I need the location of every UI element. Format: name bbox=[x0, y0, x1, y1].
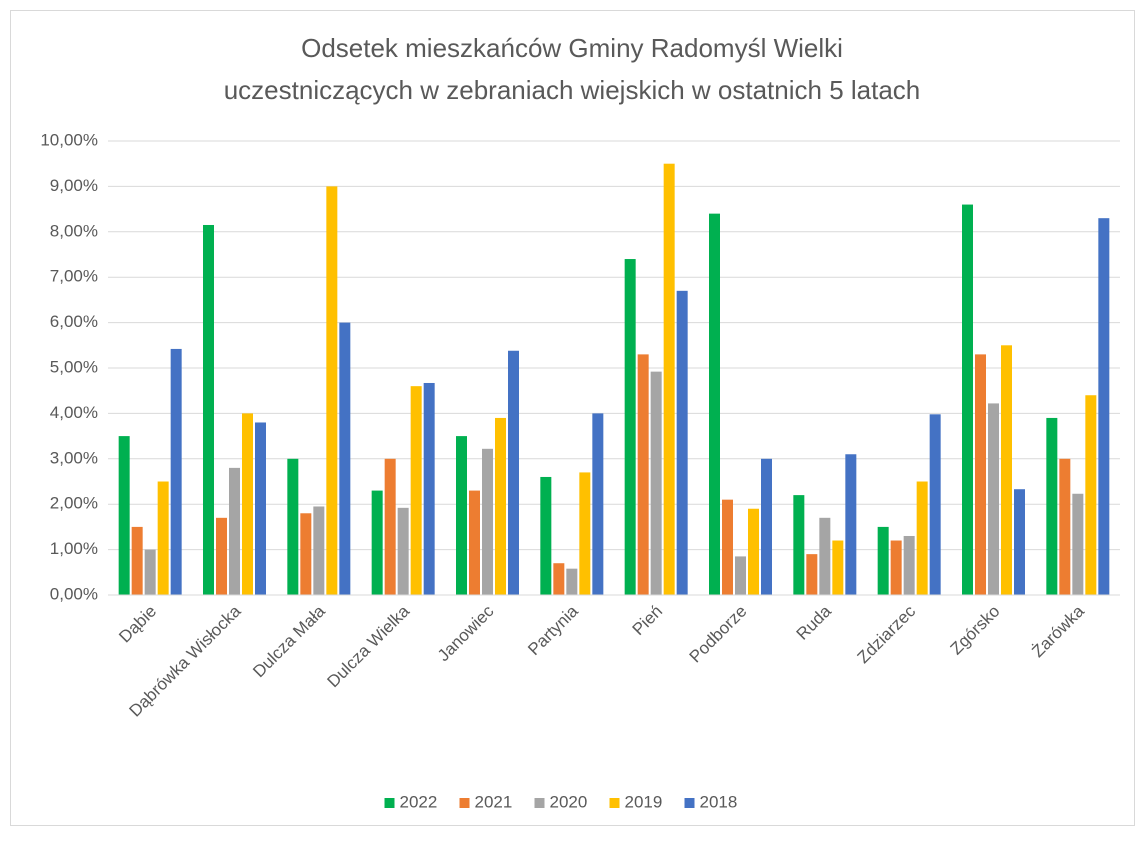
bar bbox=[144, 549, 156, 595]
bar bbox=[553, 563, 565, 595]
bar bbox=[229, 467, 240, 595]
bar bbox=[410, 386, 422, 595]
y-tick-label: 9,00% bbox=[50, 176, 98, 195]
bar bbox=[877, 526, 889, 595]
legend-swatch bbox=[534, 798, 545, 808]
y-tick-label: 3,00% bbox=[50, 448, 98, 467]
bar bbox=[1098, 218, 1110, 595]
bar bbox=[456, 436, 467, 595]
bar bbox=[118, 436, 130, 595]
bar bbox=[157, 481, 169, 595]
bar bbox=[988, 403, 999, 595]
bar bbox=[722, 499, 733, 595]
bar bbox=[508, 350, 519, 595]
y-tick-label: 7,00% bbox=[50, 267, 98, 286]
bar bbox=[890, 540, 902, 595]
bar bbox=[313, 506, 325, 595]
chart-title: Odsetek mieszkańców Gminy Radomyśl Wielk… bbox=[301, 33, 843, 63]
bar bbox=[170, 348, 182, 595]
bar bbox=[637, 354, 649, 595]
bar bbox=[819, 517, 831, 595]
bar bbox=[1072, 493, 1084, 595]
bar bbox=[131, 526, 143, 595]
bar bbox=[832, 540, 844, 595]
bar bbox=[1085, 395, 1097, 595]
bar bbox=[495, 417, 506, 595]
bar bbox=[203, 224, 214, 596]
bar bbox=[663, 163, 675, 595]
legend-swatch bbox=[384, 798, 395, 808]
y-tick-label: 4,00% bbox=[50, 403, 98, 422]
bar bbox=[929, 414, 941, 595]
chart-title: uczestniczących w zebraniach wiejskich w… bbox=[224, 75, 921, 105]
bar bbox=[300, 513, 312, 595]
bar bbox=[845, 454, 857, 595]
legend-label: 2020 bbox=[550, 792, 588, 811]
bar bbox=[676, 290, 688, 595]
bar bbox=[469, 490, 480, 595]
bar bbox=[384, 458, 396, 595]
legend-label: 2021 bbox=[475, 792, 513, 811]
bar bbox=[1014, 489, 1025, 595]
bar bbox=[540, 476, 552, 595]
bar bbox=[579, 472, 591, 595]
legend-swatch bbox=[609, 798, 620, 808]
bar bbox=[748, 508, 759, 595]
bar bbox=[1001, 345, 1012, 595]
bar bbox=[242, 413, 253, 595]
y-tick-label: 1,00% bbox=[50, 539, 98, 558]
y-tick-label: 10,00% bbox=[40, 130, 98, 149]
bar bbox=[482, 448, 493, 595]
legend-label: 2018 bbox=[700, 792, 738, 811]
bar bbox=[761, 458, 772, 595]
bar bbox=[397, 507, 409, 595]
legend-label: 2019 bbox=[625, 792, 663, 811]
bar bbox=[1059, 458, 1071, 595]
bar bbox=[592, 413, 604, 595]
legend-swatch bbox=[459, 798, 470, 808]
bar bbox=[216, 517, 227, 595]
bar bbox=[1046, 417, 1058, 595]
bar bbox=[916, 481, 928, 595]
y-tick-label: 2,00% bbox=[50, 494, 98, 513]
bar bbox=[793, 495, 805, 595]
bar bbox=[903, 535, 915, 595]
y-tick-label: 6,00% bbox=[50, 312, 98, 331]
bar bbox=[709, 213, 720, 595]
bar bbox=[735, 556, 746, 595]
bar bbox=[650, 371, 662, 595]
bar bbox=[255, 422, 266, 595]
bar bbox=[806, 554, 818, 595]
bar bbox=[962, 204, 973, 595]
y-tick-label: 5,00% bbox=[50, 357, 98, 376]
bar bbox=[975, 354, 986, 595]
bar bbox=[326, 186, 338, 595]
bar bbox=[566, 568, 578, 595]
chart-frame bbox=[10, 10, 1135, 826]
legend-label: 2022 bbox=[400, 792, 438, 811]
bar bbox=[371, 490, 383, 595]
bar bbox=[624, 259, 636, 595]
y-tick-label: 0,00% bbox=[50, 584, 98, 603]
bar bbox=[287, 458, 299, 595]
bar bbox=[423, 382, 435, 595]
legend-swatch bbox=[684, 798, 695, 808]
y-tick-label: 8,00% bbox=[50, 221, 98, 240]
bar bbox=[339, 322, 351, 595]
